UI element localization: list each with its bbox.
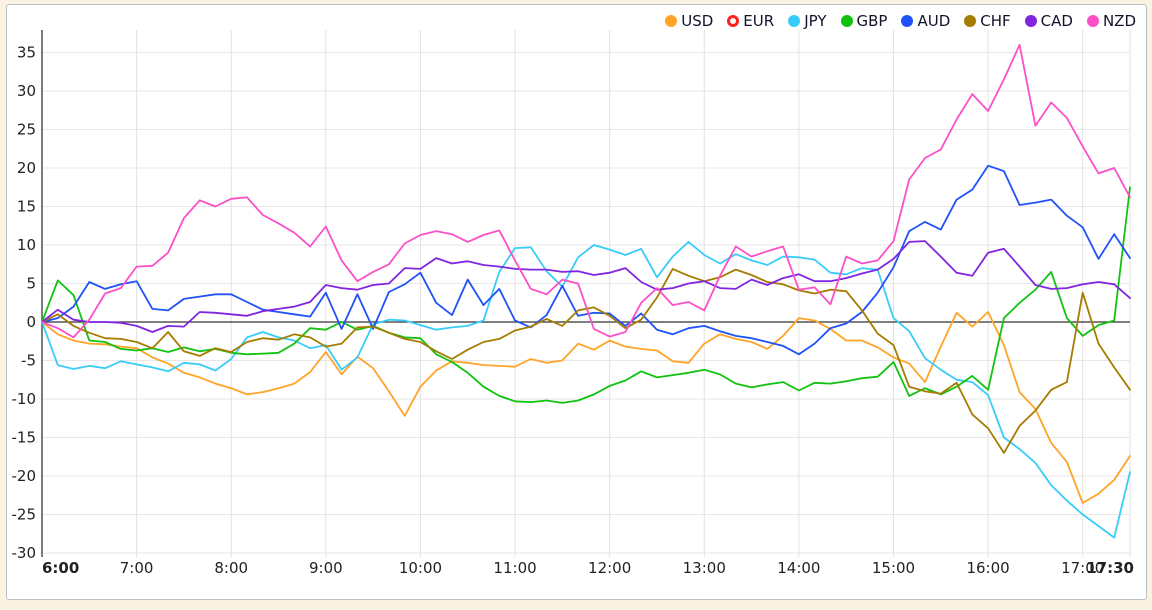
legend-eur-marker-icon	[727, 15, 740, 27]
legend-item-eur[interactable]: EUR	[727, 11, 775, 30]
x-tick-label: 14:00	[777, 559, 820, 577]
y-tick-label: 0	[26, 313, 36, 331]
grid-lines	[42, 30, 1131, 557]
legend-nzd-marker-icon	[1086, 15, 1099, 27]
y-tick-label: 35	[17, 44, 36, 62]
y-tick-label: -30	[12, 544, 37, 562]
y-tick-label: 20	[17, 159, 36, 177]
x-tick-label: 11:00	[493, 559, 536, 577]
axis-lines	[41, 30, 1130, 557]
legend-item-chf[interactable]: CHF	[964, 11, 1011, 30]
series-line-jpy	[41, 240, 1131, 539]
series-line-usd	[41, 311, 1131, 504]
x-tick-label: 7:00	[120, 559, 154, 577]
y-tick-label: 30	[17, 82, 36, 100]
legend-cad-marker-icon	[1024, 15, 1037, 27]
x-tick-label: 16:00	[966, 559, 1009, 577]
legend-label: NZD	[1102, 11, 1136, 30]
legend-item-nzd[interactable]: NZD	[1086, 11, 1136, 30]
y-tick-label: -15	[12, 429, 37, 447]
x-tick-label: 8:00	[214, 559, 248, 577]
legend-usd-marker-icon	[665, 15, 678, 27]
y-tick-label: 15	[17, 198, 36, 216]
legend-item-gbp[interactable]: GBP	[840, 11, 888, 30]
legend-item-usd[interactable]: USD	[665, 11, 714, 30]
series-line-cad	[41, 240, 1131, 333]
axis-tick-labels: 35 30 25 20 15 10 5 0 -5 -10 -15 -20 -25 -30 6:00 7:00 8…	[12, 44, 1135, 578]
x-tick-label: 15:00	[872, 559, 915, 577]
legend-label: JPY	[804, 11, 827, 30]
legend-gbp-marker-icon	[840, 15, 853, 27]
series-line-nzd	[41, 43, 1131, 339]
x-tick-label: 12:00	[588, 559, 631, 577]
series-lines	[41, 43, 1131, 539]
x-tick-label: 10:00	[399, 559, 442, 577]
legend-label: USD	[681, 11, 714, 30]
x-tick-label: 13:00	[683, 559, 726, 577]
y-tick-label: -20	[12, 467, 37, 485]
y-tick-label: 10	[17, 236, 36, 254]
chart-legend: USD EUR JPY GBP AUD CHF CAD NZD	[665, 10, 1136, 32]
legend-item-aud[interactable]: AUD	[901, 11, 951, 30]
x-tick-label: 9:00	[309, 559, 343, 577]
legend-label: GBP	[856, 11, 888, 30]
y-tick-label: -5	[21, 352, 36, 370]
series-line-aud	[41, 164, 1131, 356]
legend-label: CHF	[980, 11, 1011, 30]
legend-jpy-marker-icon	[788, 15, 801, 27]
y-tick-label: -10	[12, 390, 37, 408]
legend-item-jpy[interactable]: JPY	[788, 11, 827, 30]
legend-aud-marker-icon	[901, 15, 914, 27]
x-tick-label: 17:30	[1086, 559, 1134, 577]
x-tick-label: 17:00	[1061, 559, 1104, 577]
y-tick-label: 5	[26, 275, 36, 293]
x-tick-label: 6:00	[42, 559, 79, 577]
y-tick-label: 25	[17, 121, 36, 139]
legend-label: CAD	[1040, 11, 1073, 30]
legend-chf-marker-icon	[964, 15, 977, 27]
legend-label: EUR	[743, 11, 775, 30]
legend-item-cad[interactable]: CAD	[1024, 11, 1073, 30]
y-tick-label: -25	[12, 506, 37, 524]
chart-panel	[6, 4, 1147, 600]
legend-label: AUD	[917, 11, 951, 30]
